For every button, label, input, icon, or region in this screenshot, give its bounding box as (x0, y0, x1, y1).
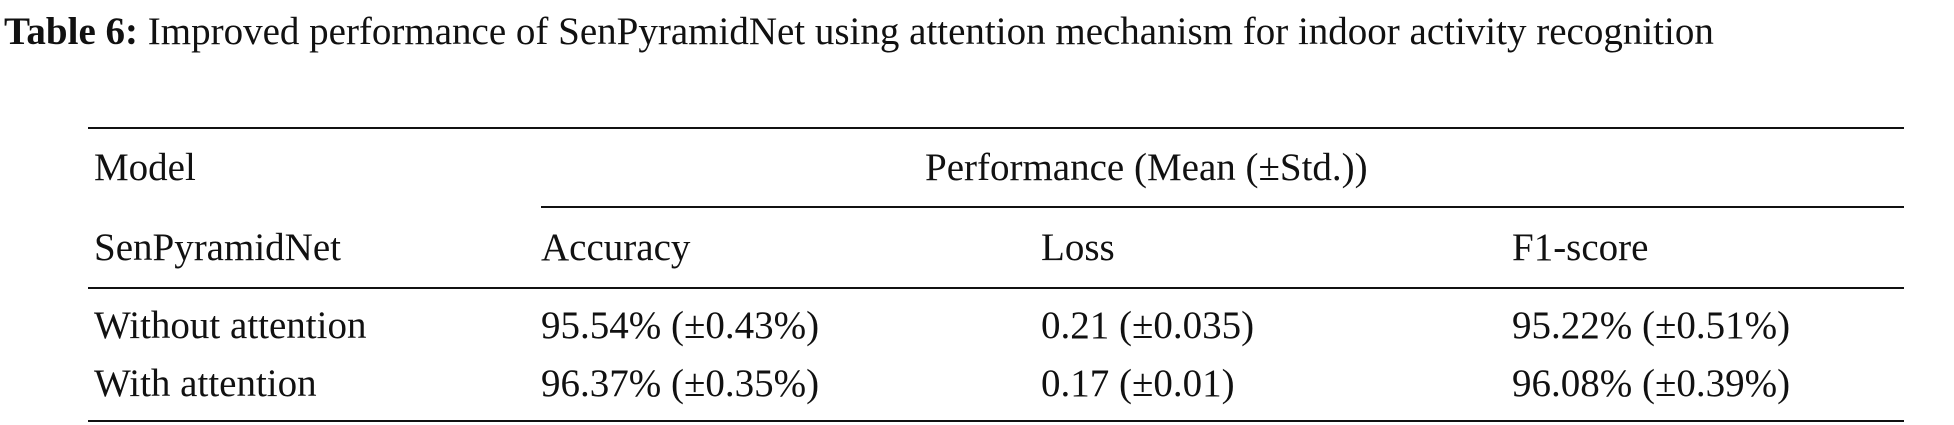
subheader-cell: SenPyramidNet (94, 226, 341, 269)
caption-text: Improved performance of SenPyramidNet us… (147, 10, 1714, 53)
table-cell: 95.22% (±0.51%) (1512, 304, 1791, 347)
subheader-cell: F1-score (1512, 226, 1649, 269)
subheader-cell: Loss (1041, 226, 1115, 269)
header-cell: Performance (Mean (±Std.)) (925, 146, 1368, 189)
header-cell: Model (94, 146, 196, 189)
mid-rule (88, 287, 1904, 289)
top-rule (88, 127, 1904, 129)
subheader-cell: Accuracy (541, 226, 691, 269)
bottom-rule (88, 420, 1904, 422)
table-caption: Table 6: Improved performance of SenPyra… (4, 10, 1952, 54)
table-cell: 96.08% (±0.39%) (1512, 362, 1791, 405)
table-cell: 0.17 (±0.01) (1041, 362, 1235, 405)
table-cell: 0.21 (±0.035) (1041, 304, 1255, 347)
group-rule (541, 206, 1904, 208)
caption-label: Table 6: (4, 10, 139, 53)
table-cell: 95.54% (±0.43%) (541, 304, 820, 347)
table-cell: 96.37% (±0.35%) (541, 362, 820, 405)
table-cell: With attention (94, 362, 317, 405)
table-cell: Without attention (94, 304, 367, 347)
